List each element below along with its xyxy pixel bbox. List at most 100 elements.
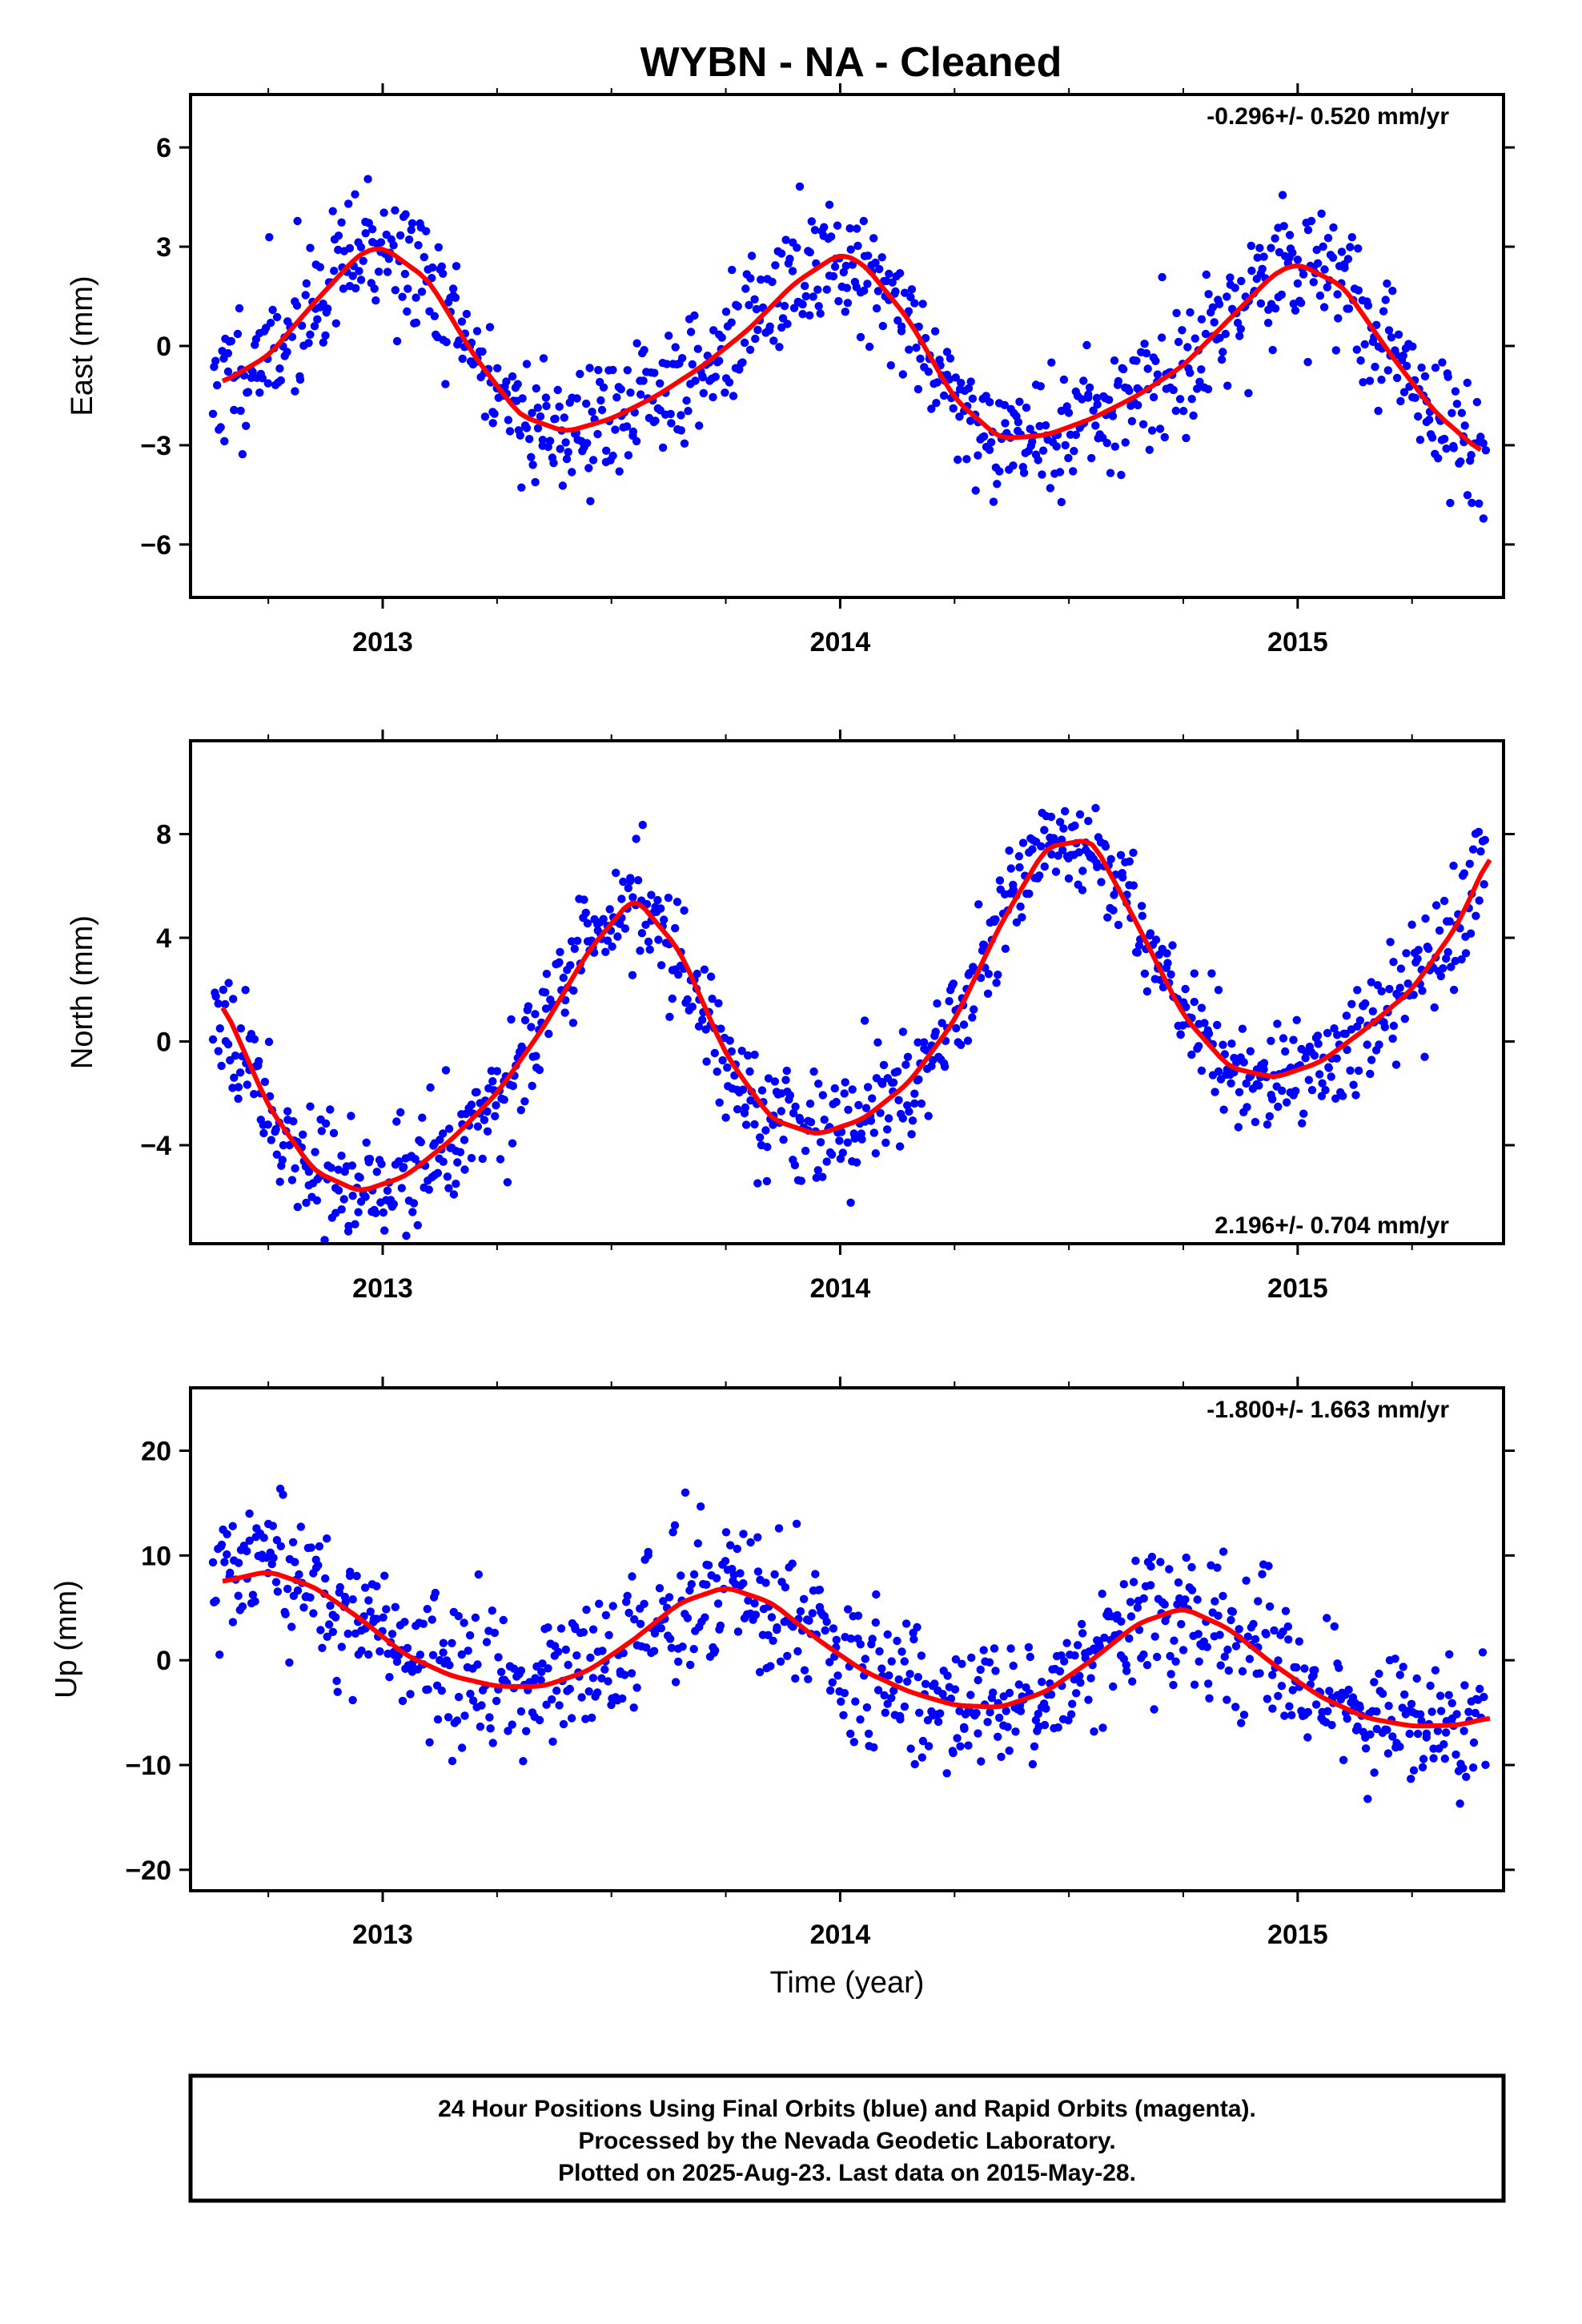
data-point <box>1400 1015 1410 1023</box>
data-point <box>328 1627 337 1637</box>
data-point <box>399 1163 408 1172</box>
data-point <box>667 1643 677 1652</box>
data-point <box>1242 1576 1251 1585</box>
data-point <box>1327 1720 1336 1730</box>
data-point <box>552 1687 561 1695</box>
data-point <box>974 1729 982 1738</box>
x-axis-label: Time (year) <box>770 1966 925 2000</box>
data-point <box>1330 1024 1339 1033</box>
data-point <box>693 969 701 979</box>
data-point <box>1178 326 1186 335</box>
data-point <box>1151 356 1160 365</box>
data-point <box>995 876 1005 885</box>
data-point <box>930 1679 939 1688</box>
data-point <box>825 1658 834 1667</box>
data-point <box>344 1221 353 1231</box>
data-point <box>959 1020 969 1029</box>
data-point <box>581 1715 590 1723</box>
data-point <box>1077 1619 1086 1629</box>
data-point <box>482 1638 492 1647</box>
data-point <box>1125 1634 1134 1643</box>
data-point <box>942 1769 951 1778</box>
data-point <box>1251 1634 1260 1644</box>
data-point <box>1319 303 1329 312</box>
data-point <box>1190 969 1199 978</box>
data-point <box>1239 1711 1249 1719</box>
data-point <box>535 1065 544 1075</box>
data-point <box>946 354 955 363</box>
data-point <box>674 1657 683 1667</box>
data-point <box>457 317 467 326</box>
data-point <box>1181 984 1190 994</box>
data-point <box>977 1757 986 1766</box>
data-point <box>1407 1775 1415 1783</box>
data-point <box>444 1184 453 1192</box>
data-point <box>460 1711 469 1720</box>
data-point <box>1363 301 1373 310</box>
data-point <box>569 986 578 995</box>
data-point <box>1360 340 1369 349</box>
data-point <box>702 1580 711 1590</box>
data-point <box>1237 276 1246 286</box>
data-point <box>1331 1094 1340 1104</box>
data-point <box>1071 430 1081 440</box>
data-point <box>1076 1679 1085 1687</box>
data-point <box>873 287 883 296</box>
data-point <box>706 972 716 981</box>
data-point <box>1472 911 1480 920</box>
data-point <box>805 1616 813 1625</box>
data-point <box>283 348 291 356</box>
data-point <box>588 408 596 416</box>
data-point <box>1078 1629 1087 1638</box>
data-point <box>528 1081 536 1091</box>
data-point <box>752 304 761 314</box>
data-point <box>750 295 759 304</box>
data-point <box>1409 991 1418 999</box>
data-point <box>1227 1615 1235 1625</box>
data-point <box>901 1060 910 1069</box>
data-point <box>494 1653 503 1662</box>
data-point <box>1125 857 1134 866</box>
data-point <box>548 1695 556 1704</box>
data-point <box>271 1578 281 1586</box>
data-point <box>1193 384 1202 393</box>
data-point <box>351 190 359 199</box>
data-point <box>1216 1661 1225 1670</box>
data-point <box>640 1599 648 1609</box>
data-point <box>324 1620 334 1629</box>
data-point <box>1370 1678 1379 1687</box>
data-point <box>1204 1679 1213 1688</box>
data-point <box>584 1687 593 1696</box>
data-point <box>1119 1580 1129 1589</box>
data-point <box>711 372 720 381</box>
data-point <box>840 1089 849 1098</box>
data-point <box>538 1659 547 1668</box>
data-point <box>887 1657 896 1666</box>
data-point <box>814 1080 823 1088</box>
data-point <box>626 874 635 883</box>
data-point <box>1442 444 1451 453</box>
data-point <box>669 1528 677 1537</box>
data-point <box>938 1019 946 1027</box>
data-point <box>412 293 420 302</box>
data-point <box>603 936 612 945</box>
data-point <box>1003 1723 1012 1731</box>
data-point <box>966 416 975 425</box>
data-point <box>883 1630 892 1639</box>
data-point <box>1219 1591 1227 1601</box>
data-point <box>1075 1671 1084 1680</box>
data-point <box>637 929 647 938</box>
data-point <box>1271 234 1279 243</box>
data-point <box>365 1155 375 1164</box>
data-point <box>721 1557 730 1566</box>
data-point <box>1191 334 1200 343</box>
data-point <box>1333 1031 1342 1039</box>
data-point <box>863 1083 873 1092</box>
up-rate-label: -1.800+/- 1.663 mm/yr <box>1207 1397 1449 1423</box>
north-frame <box>189 739 1505 1245</box>
data-point <box>1388 1732 1397 1741</box>
data-point <box>832 1635 841 1644</box>
data-point <box>878 321 888 331</box>
data-point <box>560 413 568 422</box>
data-point <box>532 384 540 393</box>
